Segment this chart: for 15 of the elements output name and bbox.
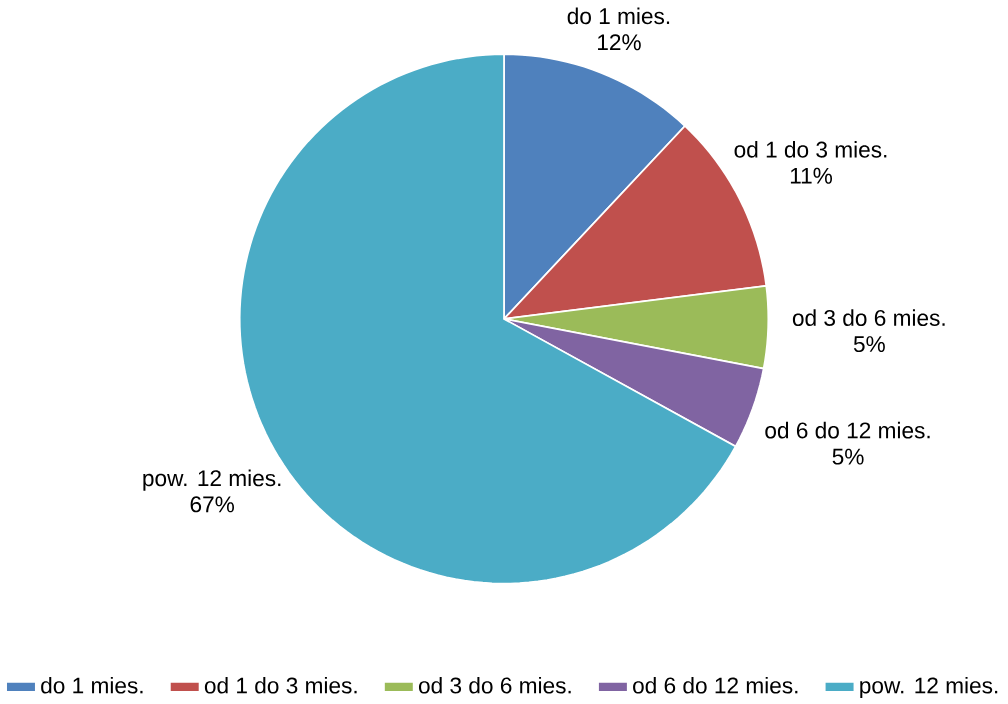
data-label: 5% [853,336,885,353]
data-label: 12% [598,34,641,51]
legend-label: od 6 do 12 mies. [633,677,798,694]
legend-label: od 3 do 6 mies. [418,677,571,694]
slice-label: od 1 do 3 mies. [734,141,887,158]
data-label: 67% [190,496,235,513]
data-label: 5% [832,448,864,465]
slice-label: do 1 mies. [567,7,670,25]
legend-label: pow. 12 mies. [860,677,998,699]
data-label: 11% [790,168,833,184]
legend-label: od 1 do 3 mies. [204,677,357,694]
legend-label: do 1 mies. [41,677,143,694]
slice-label: od 3 do 6 mies. [792,309,945,327]
slice-label: od 6 do 12 mies. [765,422,930,439]
slice-label: pow. 12 mies. [143,469,281,491]
